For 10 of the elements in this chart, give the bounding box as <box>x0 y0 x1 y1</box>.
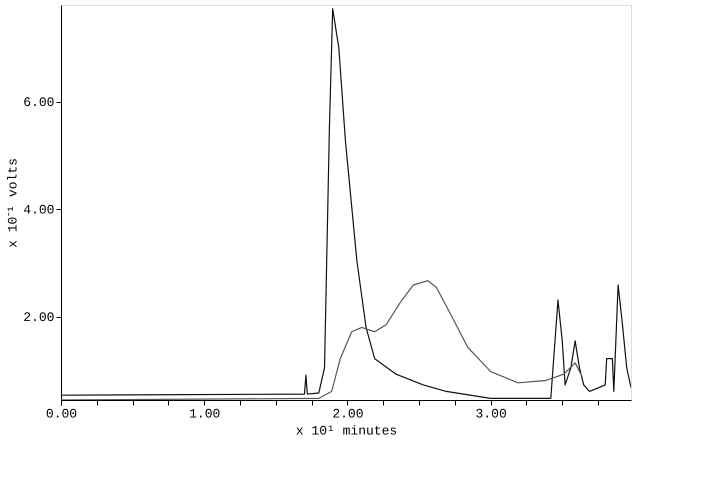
x-tick-label: 2.00 <box>332 406 364 422</box>
x-tick-label: 0.00 <box>46 406 78 422</box>
y-axis-title: x 10⁻¹ volts <box>5 158 20 248</box>
x-tick-label: 1.00 <box>189 406 220 422</box>
line-series <box>61 280 583 400</box>
x-axis-title: x 10¹ minutes <box>296 424 398 438</box>
y-tick-label: 2.00 <box>23 310 54 326</box>
x-tick-label: 3.00 <box>476 406 507 422</box>
y-tick-label: 6.00 <box>23 95 54 110</box>
y-tick-label: 4.00 <box>23 202 54 218</box>
